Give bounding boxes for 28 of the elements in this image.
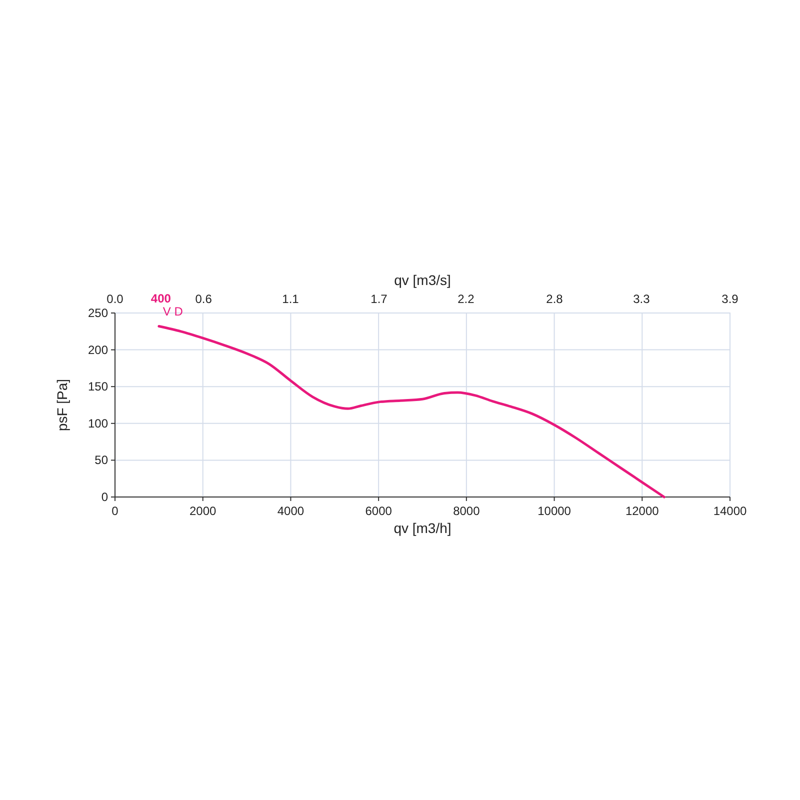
x2-tick-label: 2.8 (546, 292, 564, 306)
x2-tick-label: 0.0 (106, 292, 124, 306)
text: 400 (150, 291, 172, 306)
x-axis-title: qv [m3/h] (394, 520, 452, 536)
y-tick-label: 150 (88, 380, 108, 394)
x2-tick-label: 3.9 (722, 292, 739, 306)
x2-tick-label: 1.1 (282, 292, 300, 306)
x2-axis-title: qv [m3/s] (394, 272, 451, 288)
y-tick-label: 100 (88, 416, 108, 430)
y-axis-title: psF [Pa] (54, 378, 70, 432)
x-tick-label: 14000 (713, 504, 748, 518)
x2-tick-label: 1.7 (370, 292, 388, 306)
x-tick-label: 4000 (277, 504, 304, 518)
x2-tick-label: 3.3 (633, 292, 650, 306)
x-tick-label: 0 (112, 504, 119, 518)
x-tick-label: 12000 (625, 504, 660, 518)
annotation: V D (162, 304, 184, 318)
x2-tick-label: 0.6 (195, 292, 212, 306)
x-tick-label: 8000 (453, 504, 480, 518)
y-tick-label: 250 (88, 306, 108, 320)
line-series (158, 325, 666, 498)
y-tick-label: 50 (94, 453, 108, 468)
y-tick-label: 0 (101, 490, 108, 504)
y-tick-label: 200 (88, 342, 108, 357)
x-tick-label: 6000 (365, 504, 392, 518)
x-tick-label: 2000 (190, 504, 217, 518)
x2-tick-label: 2.2 (458, 292, 475, 306)
x-tick-label: 10000 (538, 504, 572, 518)
